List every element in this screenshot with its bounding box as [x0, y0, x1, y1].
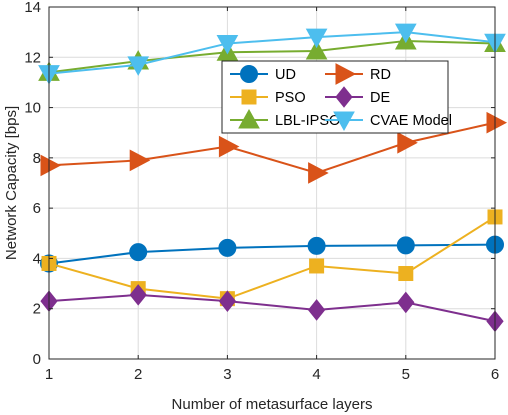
- y-tick-label: 10: [24, 100, 41, 117]
- x-tick-label: 5: [402, 366, 410, 383]
- legend-marker-cvae-model: [333, 111, 355, 132]
- plot-frame: [48, 6, 496, 360]
- data-point-rd: [129, 149, 151, 172]
- data-point-ud: [218, 238, 237, 257]
- data-point-rd: [218, 135, 240, 158]
- legend-item-ud: UD: [230, 65, 296, 83]
- data-point-cvae-model: [216, 34, 239, 55]
- data-point-pso: [398, 266, 414, 282]
- x-tick-label: 3: [223, 366, 231, 383]
- data-point-rd: [397, 131, 418, 154]
- y-tick-label: 12: [24, 49, 41, 66]
- y-tick-label: 6: [33, 200, 41, 217]
- x-tick-label: 2: [134, 366, 142, 383]
- data-point-rd: [40, 154, 62, 177]
- series-line-lbl-ipso: [48, 39, 496, 74]
- data-point-de: [218, 290, 237, 312]
- y-tick-label: 2: [33, 301, 41, 318]
- legend-item-pso: PSO: [230, 89, 306, 106]
- legend-marker-rd: [335, 63, 357, 85]
- x-tick-label: 6: [491, 366, 499, 383]
- legend-item-rd: RD: [325, 63, 391, 85]
- data-point-de: [129, 284, 147, 306]
- legend-item-cvae-model: CVAE Model: [325, 111, 452, 132]
- data-point-rd: [308, 162, 329, 184]
- x-axis-label: Number of metasurface layers: [172, 396, 373, 413]
- legend: UD RD PSO DE LBL-IPSO CVAE Model: [221, 60, 452, 134]
- legend-label-ud: UD: [275, 67, 296, 83]
- data-point-cvae-model: [127, 56, 150, 76]
- axes: [48, 6, 496, 360]
- legend-label-cvae-model: CVAE Model: [370, 113, 452, 129]
- legend-marker-pso: [241, 89, 257, 105]
- y-tick-label: 8: [33, 150, 41, 167]
- data-point-rd: [486, 111, 508, 134]
- series-pso: [41, 209, 503, 307]
- y-tick-label: 4: [33, 250, 41, 267]
- legend-label-lbl-ipso: LBL-IPSO: [275, 113, 340, 129]
- data-point-ud: [307, 236, 326, 255]
- legend-label-rd: RD: [370, 67, 391, 83]
- legend-label-pso: PSO: [275, 90, 306, 106]
- data-point-ud: [129, 243, 148, 262]
- legend-marker-ud: [240, 65, 258, 83]
- data-point-lbl-ipso: [305, 39, 328, 60]
- series-ud: [40, 235, 504, 273]
- series-layer: [38, 23, 508, 333]
- data-point-cvae-model: [394, 23, 417, 44]
- series-line-ud: [48, 243, 496, 265]
- series-de: [40, 284, 504, 333]
- data-point-de: [397, 291, 415, 314]
- series-line-cvae-model: [48, 31, 496, 75]
- legend-marker-de: [335, 86, 353, 108]
- y-axis-label: Network Capacity [bps]: [3, 106, 20, 260]
- series-line-rd: [48, 121, 496, 174]
- series-line-de: [48, 293, 496, 323]
- data-point-de: [307, 299, 326, 321]
- data-point-pso: [309, 258, 325, 274]
- y-tick-label: 0: [33, 351, 41, 368]
- x-tick-label: 1: [45, 366, 53, 383]
- series-rd: [40, 111, 508, 184]
- legend-label-de: DE: [370, 90, 390, 106]
- legend-marker-lbl-ipso: [238, 108, 260, 129]
- y-tick-label: 14: [24, 0, 41, 16]
- data-point-cvae-model: [305, 28, 328, 49]
- legend-item-lbl-ipso: LBL-IPSO: [230, 108, 340, 129]
- legend-item-de: DE: [325, 86, 390, 108]
- series-line-pso: [48, 216, 496, 300]
- x-tick-label: 4: [312, 366, 320, 383]
- data-point-ud: [396, 236, 415, 255]
